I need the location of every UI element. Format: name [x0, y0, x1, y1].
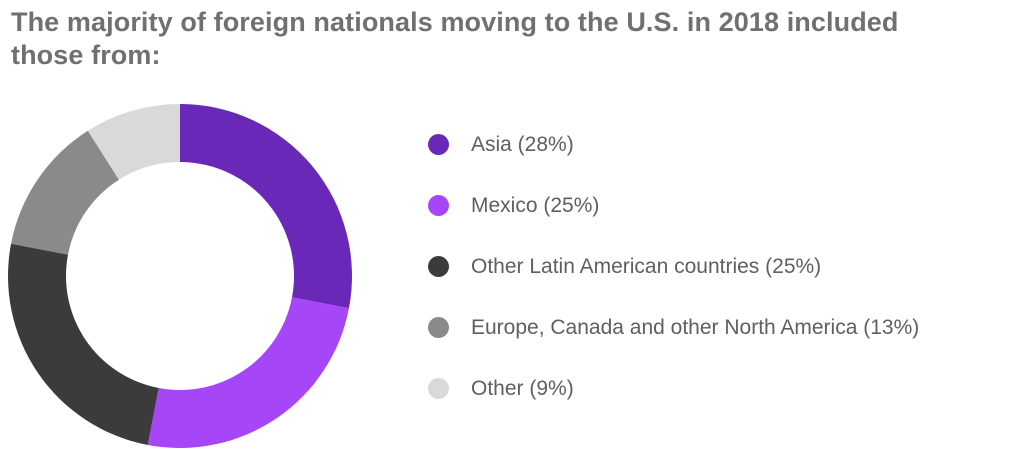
legend-label-other: Other (9%) [471, 376, 574, 400]
donut-slice-mexico [147, 297, 349, 448]
legend-item-other: Other (9%) [428, 358, 919, 419]
chart-title: The majority of foreign nationals moving… [11, 7, 899, 70]
legend-swatch-other-latin-america [428, 256, 449, 277]
legend-item-asia: Asia (28%) [428, 114, 919, 175]
legend-label-asia: Asia (28%) [471, 132, 574, 156]
legend-label-europe-canada: Europe, Canada and other North America (… [471, 315, 920, 339]
donut-chart [7, 104, 352, 448]
legend-swatch-mexico [428, 195, 449, 216]
legend-label-mexico: Mexico (25%) [471, 193, 600, 217]
legend-item-other-latin-america: Other Latin American countries (25%) [428, 236, 919, 297]
legend-item-mexico: Mexico (25%) [428, 175, 919, 236]
donut-slice-other-latin-american-countries [7, 243, 159, 445]
donut-slice-asia [180, 104, 352, 309]
legend-label-other-latin-america: Other Latin American countries (25%) [471, 254, 822, 278]
legend-item-europe-canada: Europe, Canada and other North America (… [428, 297, 919, 358]
donut-slice-europe-canada-and-other-north-america [11, 130, 119, 255]
donut-slice-other [87, 104, 180, 180]
chart-legend: Asia (28%) Mexico (25%) Other Latin Amer… [428, 114, 919, 419]
legend-swatch-europe-canada [428, 317, 449, 338]
legend-swatch-other [428, 378, 449, 399]
legend-swatch-asia [428, 134, 449, 155]
